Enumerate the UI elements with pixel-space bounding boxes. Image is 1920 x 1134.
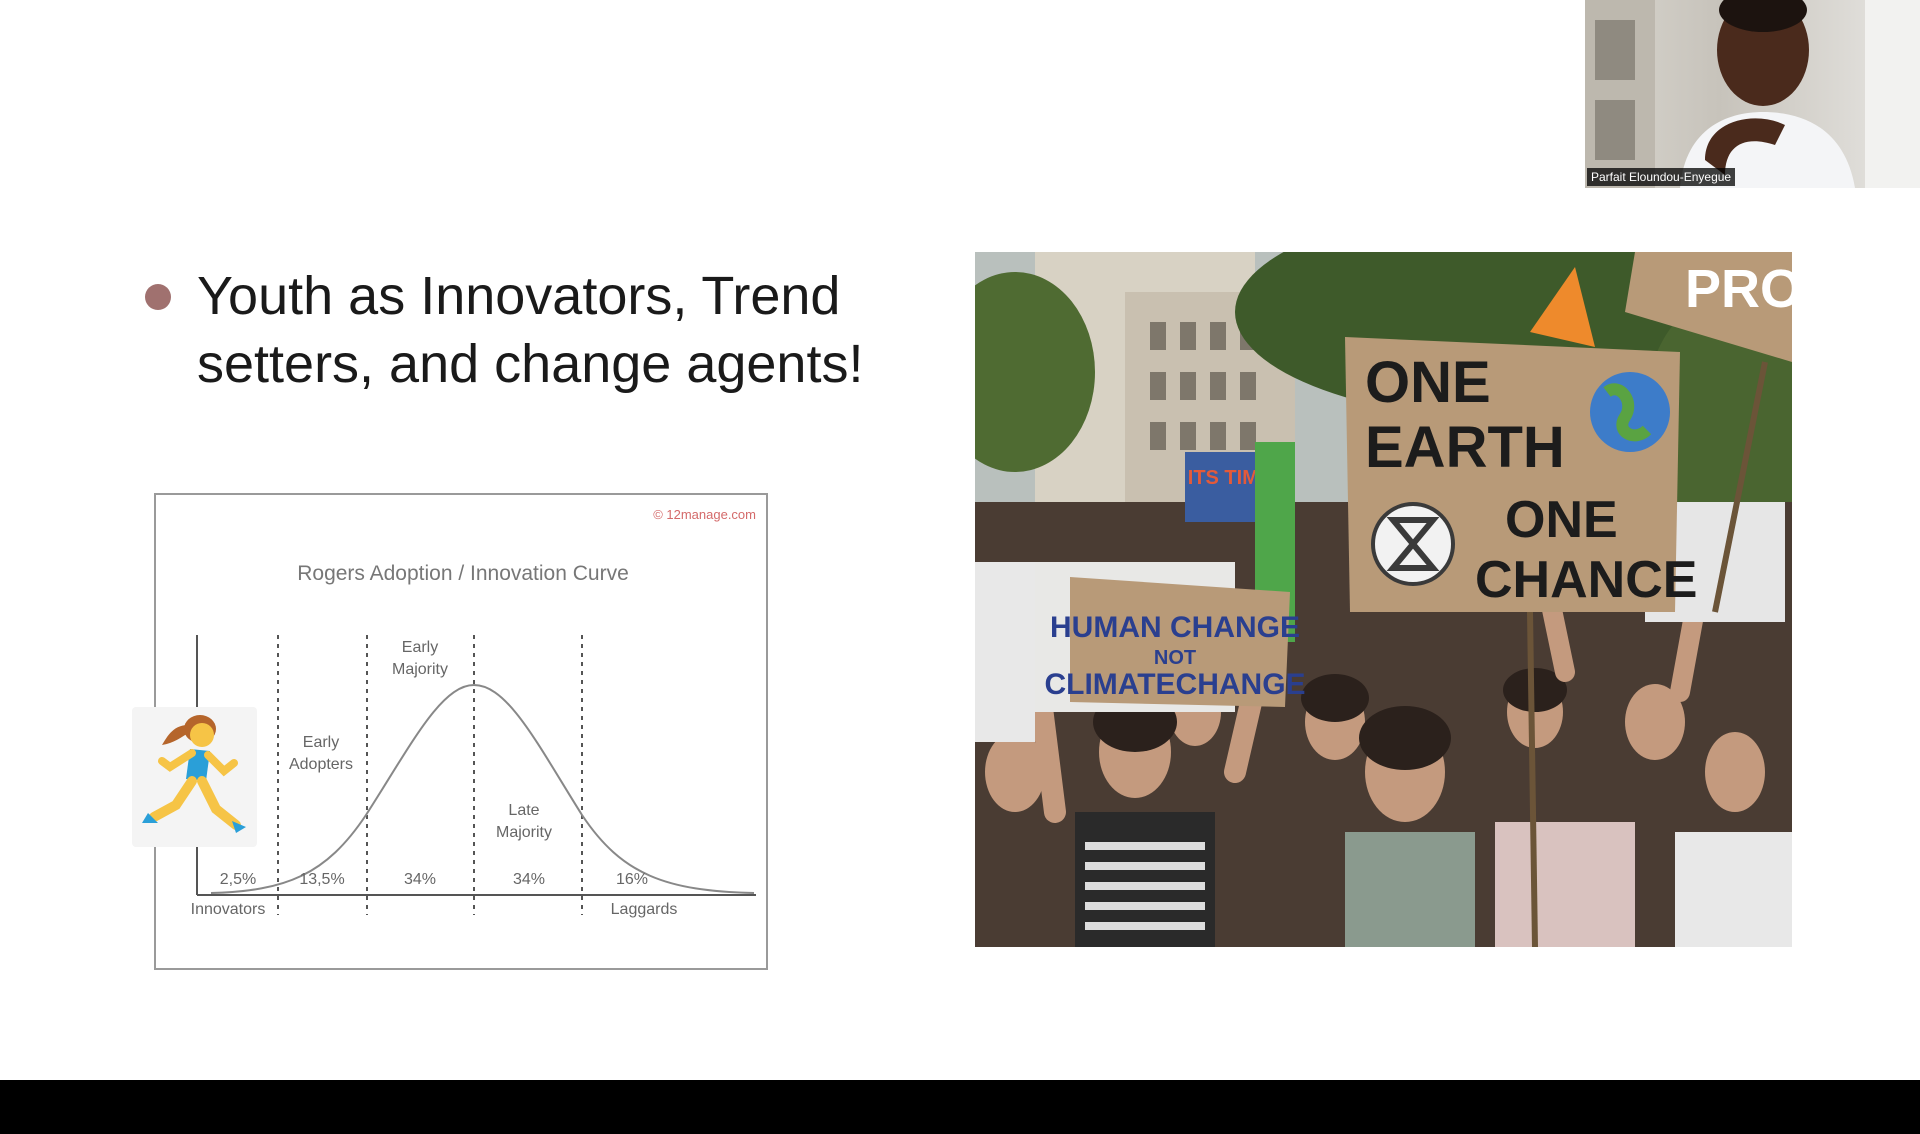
sign-its-time: ITS TIME	[1188, 467, 1272, 489]
label-late-majority-2: Majority	[496, 824, 552, 841]
woman-running-icon	[132, 707, 257, 847]
label-early-adopters-2: Adopters	[289, 756, 353, 773]
percent-laggards: 16%	[616, 871, 648, 888]
extinction-rebellion-icon	[1371, 502, 1455, 586]
sign-human-2: NOT	[1154, 647, 1196, 669]
sign-pro: PRO	[1685, 259, 1792, 319]
earth-icon	[1590, 372, 1670, 452]
participant-video-tile[interactable]: Parfait Eloundou-Enyegue	[1585, 0, 1920, 188]
bell-curve	[210, 683, 755, 894]
sign-one-chance-2: CHANCE	[1475, 551, 1697, 609]
label-innovators: Innovators	[191, 901, 266, 918]
bottom-bar	[0, 1080, 1920, 1134]
percent-early-adopters: 13,5%	[299, 871, 344, 888]
participant-name: Parfait Eloundou-Enyegue	[1587, 168, 1736, 186]
sign-one-chance-1: ONE	[1505, 491, 1618, 549]
bullet-icon	[145, 284, 171, 310]
percent-innovators: 2,5%	[220, 871, 256, 888]
label-late-majority-1: Late	[508, 802, 539, 819]
climate-protest-photo: ITS TIME PRO ONE EARTH ONE CHANCE	[975, 252, 1792, 947]
sign-human-1: HUMAN CHANGE	[1050, 611, 1300, 644]
label-early-adopters-1: Early	[303, 734, 339, 751]
sign-one-earth-2: EARTH	[1365, 415, 1565, 480]
sign-human-3: CLIMATECHANGE	[1044, 668, 1305, 701]
sign-one-earth-1: ONE	[1365, 350, 1491, 415]
percent-late-majority: 34%	[513, 871, 545, 888]
percent-early-majority: 34%	[404, 871, 436, 888]
label-early-majority-2: Majority	[392, 661, 448, 678]
label-laggards: Laggards	[611, 901, 678, 918]
label-early-majority-1: Early	[402, 639, 438, 656]
chart-title: Rogers Adoption / Innovation Curve	[297, 562, 629, 585]
chart-credit: © 12manage.com	[653, 507, 756, 522]
bullet-text: Youth as Innovators, Trend setters, and …	[197, 266, 864, 394]
